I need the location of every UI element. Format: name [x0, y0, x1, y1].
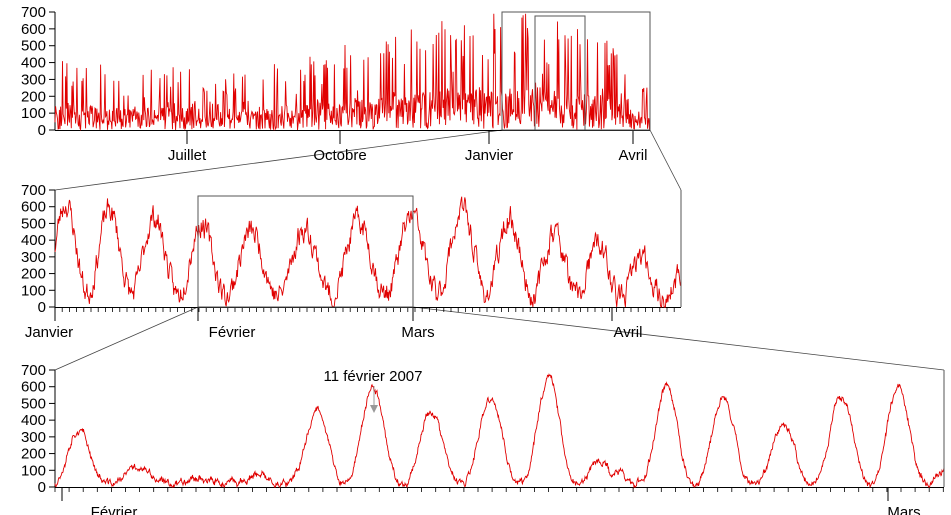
x-tick-label: Mars — [401, 324, 434, 341]
x-tick-label: Mars — [887, 504, 920, 515]
y-tick-label: 400 — [21, 55, 46, 72]
x-axis-zoom-2: Février Mars — [54, 487, 944, 515]
x-tick-label: Janvier — [25, 324, 73, 341]
y-tick-label: 0 — [38, 479, 46, 496]
x-tick-label: Juillet — [168, 147, 207, 164]
y-tick-label: 600 — [21, 379, 46, 396]
annotation-label: 11 février 2007 — [324, 368, 423, 385]
zoom-selection-boxes — [197, 11, 945, 487]
annotation-arrowhead — [370, 405, 378, 413]
y-tick-label: 0 — [38, 299, 46, 316]
x-tick-label: Février — [91, 504, 138, 515]
y-tick-label: 100 — [21, 282, 46, 299]
zoom-connector-line — [54, 306, 199, 371]
x-tick-label: Octobre — [313, 147, 366, 164]
x-tick-label: Avril — [619, 147, 648, 164]
zoom-connector-lines — [54, 129, 945, 371]
y-tick-label: 500 — [21, 38, 46, 55]
series-line-overview — [54, 13, 651, 132]
zoom-box-overview-inner — [534, 15, 586, 131]
x-axis-overview: Juillet Octobre Janvier Avril — [55, 130, 650, 164]
x-tick-label: Février — [209, 324, 256, 341]
y-tick-label: 300 — [21, 429, 46, 446]
series-line-zoom-2 — [54, 373, 945, 489]
y-tick-label: 100 — [21, 105, 46, 122]
y-tick-label: 400 — [21, 232, 46, 249]
y-tick-label: 600 — [21, 199, 46, 216]
y-tick-label: 700 — [21, 362, 46, 379]
y-tick-label: 200 — [21, 88, 46, 105]
y-tick-label: 400 — [21, 412, 46, 429]
y-tick-label: 0 — [38, 122, 46, 139]
y-tick-label: 200 — [21, 266, 46, 283]
y-tick-label: 700 — [21, 182, 46, 199]
x-tick-label: Avril — [614, 324, 643, 341]
zoom-connector-line — [412, 306, 945, 371]
y-tick-label: 500 — [21, 215, 46, 232]
y-tick-label: 200 — [21, 446, 46, 463]
zoom-connector-line — [649, 129, 682, 191]
zoom-connector-line — [54, 129, 503, 191]
x-tick-label: Janvier — [465, 147, 513, 164]
y-tick-label: 500 — [21, 395, 46, 412]
series-line-zoom-1 — [54, 196, 682, 308]
zoom-box-zoom-1 — [197, 195, 414, 308]
y-tick-label: 300 — [21, 71, 46, 88]
y-tick-label: 300 — [21, 249, 46, 266]
y-tick-label: 600 — [21, 21, 46, 38]
y-tick-label: 700 — [21, 4, 46, 21]
y-tick-label: 100 — [21, 462, 46, 479]
x-axis-zoom-1: Janvier Février Mars Avril — [25, 307, 681, 341]
